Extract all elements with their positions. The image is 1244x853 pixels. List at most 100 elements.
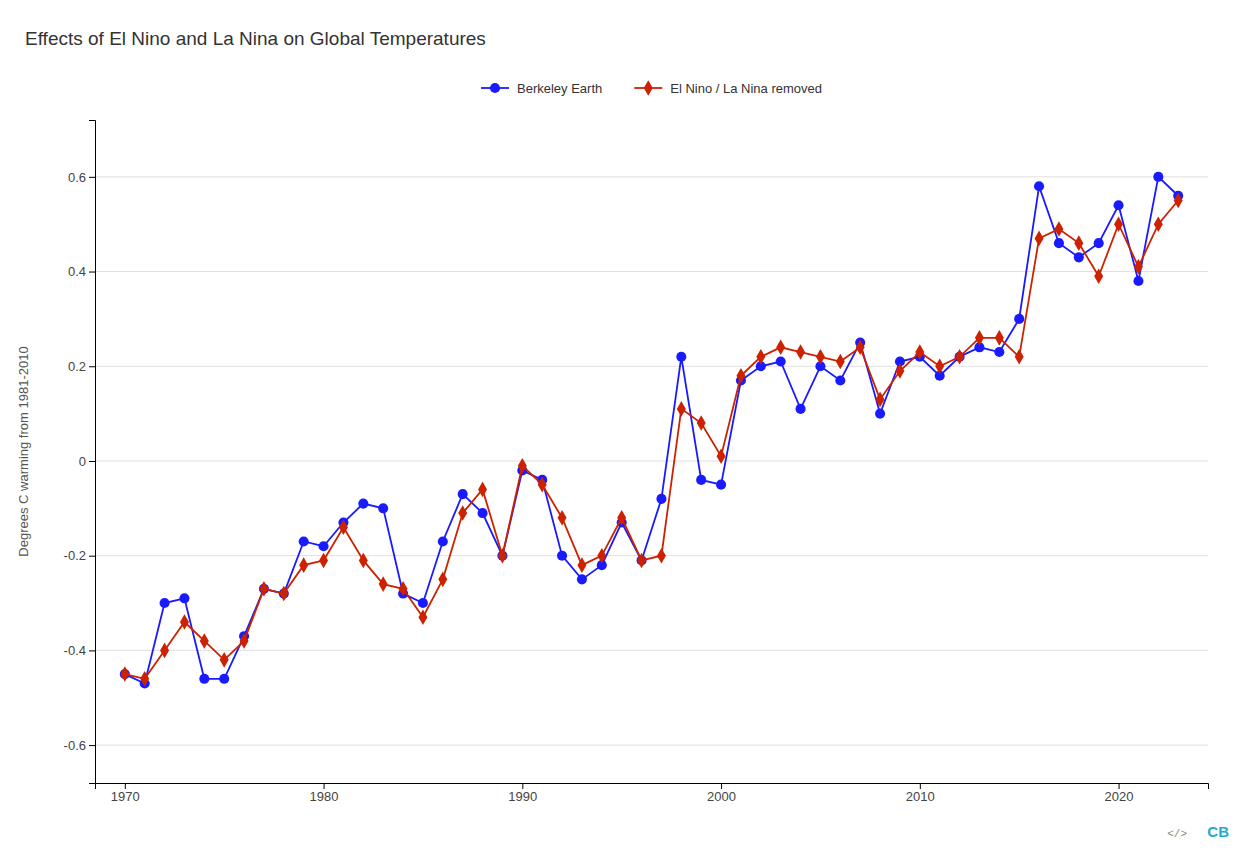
tick-label: 1980	[310, 789, 339, 804]
data-point	[279, 586, 288, 602]
data-point	[995, 330, 1004, 346]
data-point	[835, 375, 845, 385]
data-point	[418, 609, 427, 625]
legend-item: Berkeley Earth	[481, 81, 602, 96]
y-tick: 0.4	[68, 264, 95, 279]
data-point	[716, 480, 726, 490]
data-point	[1015, 349, 1024, 365]
tick-mark	[89, 556, 95, 557]
y-tick: 0	[79, 454, 95, 469]
data-point	[339, 519, 348, 535]
y-tick: -0.6	[64, 738, 95, 753]
data-point	[558, 510, 567, 526]
data-point	[617, 510, 626, 526]
tick-label: -0.4	[64, 643, 86, 658]
x-tick: 1980	[310, 783, 339, 804]
data-point	[458, 505, 467, 521]
legend-symbol	[490, 83, 500, 93]
data-point	[379, 576, 388, 592]
data-point	[1174, 193, 1183, 209]
data-point	[160, 643, 169, 659]
data-point	[299, 536, 309, 546]
y-axis: -0.6-0.4-0.200.20.40.6	[64, 121, 96, 784]
data-point	[1034, 181, 1044, 191]
data-point	[1014, 314, 1024, 324]
series-line	[125, 177, 1178, 684]
data-point	[1114, 200, 1124, 210]
data-point	[975, 330, 984, 346]
x-axis: 197019801990200020102020	[96, 783, 1209, 804]
marks	[120, 172, 1183, 689]
data-point	[498, 548, 507, 564]
data-point	[219, 674, 229, 684]
series	[120, 193, 1182, 687]
data-point	[319, 541, 329, 551]
grid-line	[95, 460, 1208, 461]
data-point	[220, 652, 229, 668]
data-point	[935, 358, 944, 374]
tick-mark	[1119, 783, 1120, 789]
y-tick: 0.6	[68, 169, 95, 184]
data-point	[657, 548, 666, 564]
legend-label: Berkeley Earth	[517, 81, 602, 96]
y-tick: -0.4	[64, 643, 95, 658]
data-point	[160, 598, 170, 608]
data-point	[1054, 238, 1064, 248]
grid	[95, 177, 1208, 745]
series	[120, 172, 1183, 689]
data-point	[796, 404, 806, 414]
data-point	[676, 352, 686, 362]
data-point	[478, 482, 487, 498]
tick-label: 2020	[1105, 789, 1134, 804]
data-point	[378, 503, 388, 513]
data-point	[1035, 231, 1044, 247]
data-point	[1074, 235, 1083, 251]
tick-mark	[89, 461, 95, 462]
x-tick: 1970	[111, 783, 140, 804]
x-tick: 2020	[1105, 783, 1134, 804]
data-point	[319, 553, 328, 569]
tick-mark	[89, 745, 95, 746]
annotation: </>	[1167, 828, 1187, 840]
data-point	[697, 415, 706, 431]
grid-line	[95, 745, 1208, 746]
data-point	[299, 557, 308, 573]
data-point	[1154, 216, 1163, 232]
data-point	[875, 409, 885, 419]
data-point	[637, 553, 646, 569]
data-point	[1133, 276, 1143, 286]
data-point	[399, 581, 408, 597]
data-point	[856, 340, 865, 356]
tick-mark	[324, 783, 325, 789]
data-point	[199, 674, 209, 684]
plot-area: 197019801990200020102020-0.6-0.4-0.200.2…	[64, 121, 1209, 805]
tick-label: 1970	[111, 789, 140, 804]
data-point	[696, 475, 706, 485]
data-point	[816, 349, 825, 365]
data-point	[776, 356, 786, 366]
data-point	[677, 401, 686, 417]
axis-line	[89, 121, 96, 784]
axis-line	[96, 784, 1209, 790]
grid-line	[95, 555, 1208, 556]
tick-label: 1990	[508, 789, 537, 804]
tick-mark	[721, 783, 722, 789]
data-point	[656, 494, 666, 504]
data-point	[597, 548, 606, 564]
grid-line	[95, 650, 1208, 651]
data-point	[359, 553, 368, 569]
tick-mark	[125, 783, 126, 789]
data-point	[717, 448, 726, 464]
data-point	[955, 349, 964, 365]
data-point	[994, 347, 1004, 357]
x-tick: 1990	[508, 783, 537, 804]
data-point	[200, 633, 209, 649]
legend-symbol	[644, 80, 653, 96]
data-point	[1094, 268, 1103, 284]
tick-label: 2010	[906, 789, 935, 804]
data-point	[1074, 252, 1084, 262]
y-tick: -0.2	[64, 548, 95, 563]
data-point	[240, 633, 249, 649]
data-point	[478, 508, 488, 518]
data-point	[180, 614, 189, 630]
